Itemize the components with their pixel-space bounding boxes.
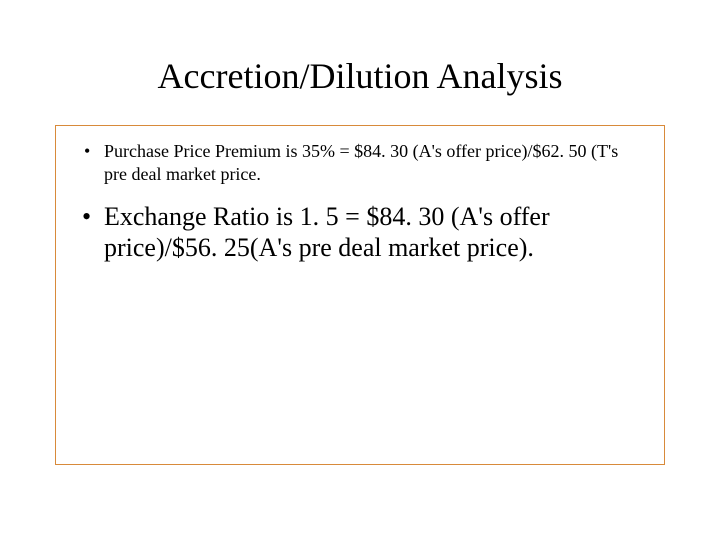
bullet-list: Purchase Price Premium is 35% = $84. 30 … (76, 140, 644, 263)
content-box: Purchase Price Premium is 35% = $84. 30 … (55, 125, 665, 465)
bullet-item: Purchase Price Premium is 35% = $84. 30 … (76, 140, 644, 185)
slide-title: Accretion/Dilution Analysis (55, 55, 665, 97)
bullet-item: Exchange Ratio is 1. 5 = $84. 30 (A's of… (76, 201, 644, 263)
slide-container: Accretion/Dilution Analysis Purchase Pri… (0, 0, 720, 540)
